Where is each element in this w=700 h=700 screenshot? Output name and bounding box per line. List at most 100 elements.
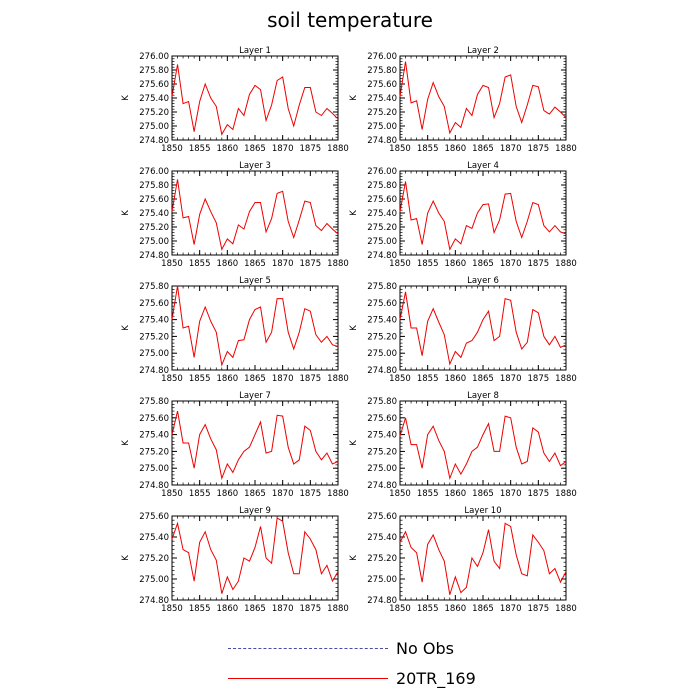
x-tick-label: 1865: [244, 144, 266, 154]
y-tick-label: 275.40: [367, 533, 397, 543]
x-tick-label: 1860: [217, 604, 239, 614]
x-tick-label: 1875: [300, 259, 322, 269]
y-tick-label: 275.60: [367, 195, 397, 205]
y-tick-label: 274.80: [367, 366, 397, 376]
y-tick-label: 275.40: [139, 316, 169, 326]
x-tick-label: 1855: [417, 489, 439, 499]
panel-layer-7: Layer 7 K 274.80 275.00 275.20 275.40 275.60 27…: [121, 391, 349, 499]
y-tick-label: 275.60: [139, 512, 169, 522]
x-tick-label: 1865: [244, 604, 266, 614]
panel-layer-9: Layer 9 K 274.80 275.00 275.20 275.40 275.60 18…: [121, 506, 349, 614]
x-tick-label: 1870: [272, 144, 294, 154]
panel-title: Layer 8: [467, 391, 499, 401]
y-tick-label: 275.00: [139, 464, 169, 474]
x-tick-label: 1875: [528, 144, 550, 154]
x-tick-label: 1865: [244, 259, 266, 269]
y-tick-label: 274.80: [367, 596, 397, 606]
x-tick-label: 1850: [161, 374, 183, 384]
y-tick-label: 275.20: [139, 332, 169, 342]
y-tick-label: 275.40: [367, 94, 397, 104]
legend-label-no-obs: No Obs: [396, 639, 454, 658]
y-tick-label: 275.00: [367, 464, 397, 474]
y-tick-label: 275.00: [139, 237, 169, 247]
panel-title: Layer 10: [464, 506, 501, 516]
y-tick-label: 275.00: [367, 122, 397, 132]
x-tick-label: 1870: [272, 374, 294, 384]
panel-title: Layer 3: [239, 161, 271, 171]
series-line-20tr-169: [399, 522, 567, 595]
series-line-20tr-169: [171, 179, 339, 251]
y-axis-label: K: [121, 325, 131, 331]
x-tick-label: 1850: [389, 144, 411, 154]
y-tick-label: 275.40: [367, 209, 397, 219]
y-tick-label: 275.40: [139, 533, 169, 543]
x-tick-label: 1880: [555, 604, 577, 614]
y-axis-label: K: [121, 210, 131, 216]
panel-title: Layer 6: [467, 276, 499, 286]
x-tick-label: 1870: [272, 259, 294, 269]
x-tick-label: 1860: [217, 374, 239, 384]
chart-title: soil temperature: [267, 8, 433, 32]
y-tick-label: 275.80: [367, 397, 397, 407]
x-tick-label: 1850: [389, 604, 411, 614]
x-tick-label: 1870: [500, 144, 522, 154]
y-tick-label: 275.20: [367, 108, 397, 118]
legend-label-20tr-169: 20TR_169: [396, 669, 476, 688]
x-tick-label: 1865: [472, 259, 494, 269]
y-tick-label: 275.60: [367, 512, 397, 522]
y-tick-label: 275.60: [139, 80, 169, 90]
x-tick-label: 1855: [189, 489, 211, 499]
y-tick-label: 276.00: [139, 52, 169, 62]
x-tick-label: 1855: [189, 144, 211, 154]
panel-title: Layer 7: [239, 391, 271, 401]
x-tick-label: 1870: [500, 604, 522, 614]
plot-frame: [171, 285, 339, 371]
plot-frame: [399, 170, 567, 256]
plot-frame: [171, 515, 339, 601]
plot-frame: [399, 515, 567, 601]
panel-layer-3: Layer 3 K 274.80 275.00 275.20 275.40 275.60 27…: [121, 161, 349, 269]
x-tick-label: 1875: [528, 604, 550, 614]
x-tick-label: 1875: [300, 604, 322, 614]
y-tick-label: 275.60: [139, 195, 169, 205]
x-tick-label: 1880: [555, 489, 577, 499]
y-axis-label: K: [121, 95, 131, 101]
y-tick-label: 275.20: [367, 223, 397, 233]
x-tick-label: 1860: [445, 374, 467, 384]
x-tick-label: 1865: [244, 374, 266, 384]
x-tick-label: 1855: [417, 374, 439, 384]
x-tick-label: 1880: [327, 604, 349, 614]
y-tick-label: 275.60: [139, 414, 169, 424]
x-tick-label: 1850: [389, 489, 411, 499]
y-tick-label: 275.20: [139, 108, 169, 118]
series-line-20tr-169: [171, 285, 339, 367]
y-tick-label: 274.80: [139, 596, 169, 606]
legend-item-20tr-169: 20TR_169: [228, 668, 528, 690]
panel-layer-6: Layer 6 K 274.80 275.00 275.20 275.40 275.60 27…: [349, 276, 577, 384]
y-tick-label: 275.80: [139, 397, 169, 407]
y-tick-label: 275.60: [367, 299, 397, 309]
x-tick-label: 1850: [161, 604, 183, 614]
y-tick-label: 275.80: [139, 181, 169, 191]
x-tick-label: 1875: [300, 374, 322, 384]
x-tick-label: 1875: [528, 489, 550, 499]
y-tick-label: 276.00: [139, 167, 169, 177]
panel-layer-5: Layer 5 K 274.80 275.00 275.20 275.40 275.60 27…: [121, 276, 349, 384]
y-tick-label: 275.40: [367, 316, 397, 326]
x-tick-label: 1850: [389, 259, 411, 269]
y-tick-label: 274.80: [139, 251, 169, 261]
y-tick-label: 276.00: [367, 167, 397, 177]
series-line-20tr-169: [399, 291, 567, 366]
panel-title: Layer 5: [239, 276, 271, 286]
y-tick-label: 274.80: [367, 136, 397, 146]
x-tick-label: 1860: [217, 489, 239, 499]
legend-line-no-obs: [228, 648, 388, 649]
y-tick-label: 275.20: [139, 447, 169, 457]
x-tick-label: 1875: [528, 374, 550, 384]
y-tick-label: 276.00: [367, 52, 397, 62]
x-tick-label: 1850: [161, 489, 183, 499]
series-line-20tr-169: [171, 410, 339, 481]
y-tick-label: 275.00: [139, 575, 169, 585]
y-tick-label: 275.40: [139, 209, 169, 219]
x-tick-label: 1875: [300, 144, 322, 154]
